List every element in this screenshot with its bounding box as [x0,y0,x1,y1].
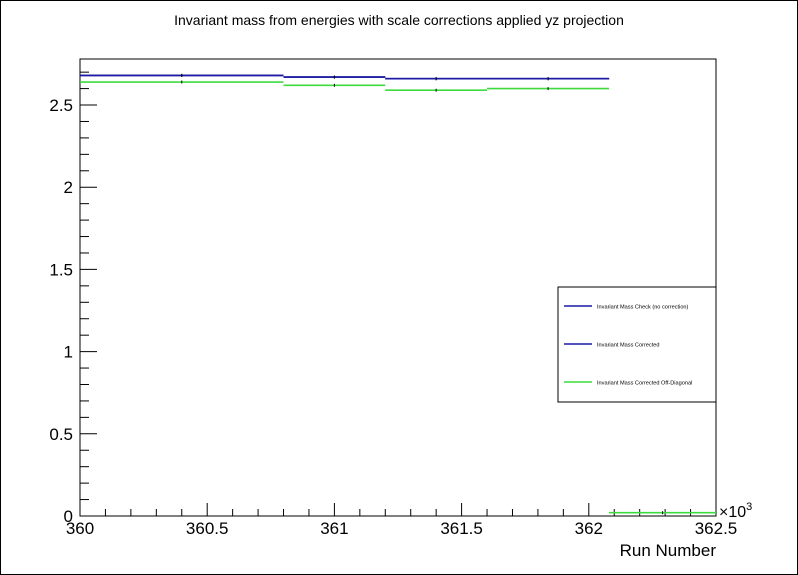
y-tick-label: 2.5 [49,96,73,115]
x-axis-multiplier: ×103 [719,501,752,521]
y-axis: 0 0.5 1 1.5 2 2.5 [49,71,97,526]
legend-label: Invariant Mass Check (no correction) [597,305,689,311]
x-tick-label: 360 [66,519,94,538]
x-axis-multiplier-exponent: 3 [746,501,752,513]
series-2 [80,73,610,81]
y-tick-label: 1.5 [49,260,73,279]
x-tick-label: 362.5 [695,519,738,538]
x-tick-label: 361.5 [440,519,483,538]
x-tick-label: 360.5 [186,519,229,538]
x-axis: 360 360.5 361 361.5 362 362.5 [66,503,737,538]
chart-title: Invariant mass from energies with scale … [174,12,624,28]
legend-label: Invariant Mass Corrected Off-Diagonal [597,381,692,387]
y-tick-label: 2 [64,178,73,197]
series-layer [80,73,716,515]
x-tick-label: 362 [575,519,603,538]
legend-label: Invariant Mass Corrected [597,343,660,349]
x-axis-label: Run Number [620,541,717,560]
series-3 [80,80,716,515]
x-axis-multiplier-base: ×10 [719,504,746,521]
x-tick-label: 361 [320,519,348,538]
y-tick-label: 0 [64,507,73,526]
legend: Invariant Mass Check (no correction) Inva… [557,286,717,403]
y-tick-label: 1 [64,343,73,362]
y-tick-label: 0.5 [49,425,73,444]
